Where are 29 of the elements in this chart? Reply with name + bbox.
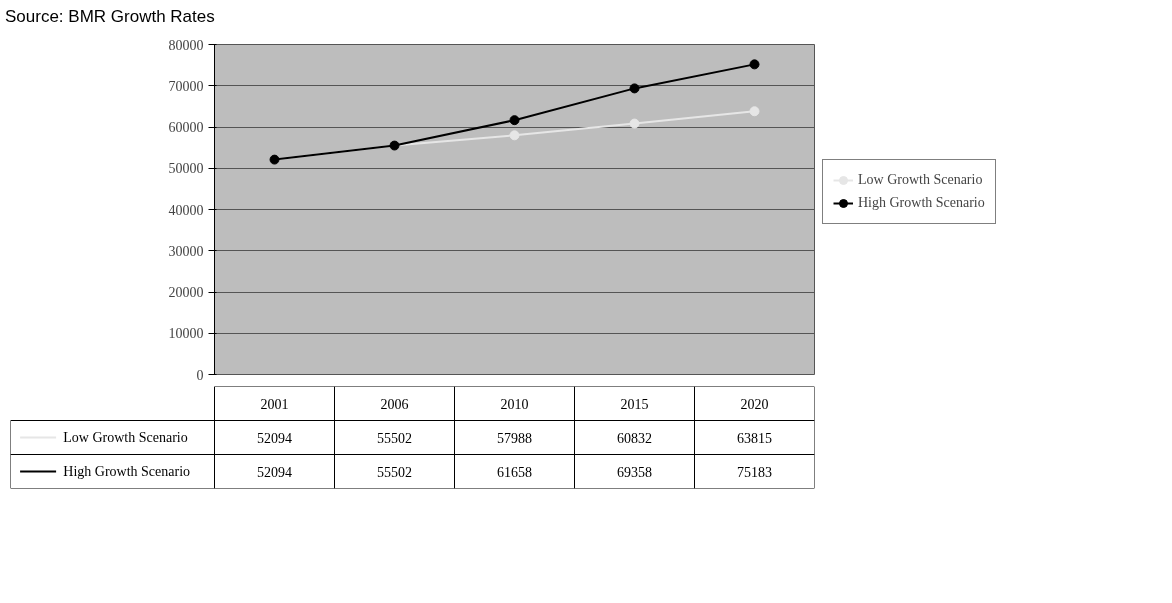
y-tick-label: 20000 — [168, 285, 204, 301]
legend-label: Low Growth Scenario — [858, 172, 983, 189]
source-note: Source: BMR Growth Rates — [5, 6, 215, 28]
y-tick-label: 40000 — [168, 202, 204, 218]
x-tick-label: 2001 — [260, 396, 289, 412]
data-label: 61658 — [497, 464, 532, 480]
text: Low Growth Scenario — [63, 430, 188, 446]
x-tick-label: 2006 — [380, 396, 409, 412]
legend-label: High Growth Scenario — [858, 195, 985, 212]
data-label: 57988 — [497, 430, 532, 446]
y-tick-label: 10000 — [168, 326, 204, 342]
y-tick-label: 60000 — [168, 120, 204, 136]
y-tick-label: 50000 — [168, 161, 204, 177]
data-label: 55502 — [377, 464, 412, 480]
y-tick-label: 30000 — [168, 244, 204, 260]
data-label: 52094 — [257, 430, 292, 446]
data-label: 75183 — [737, 464, 772, 480]
data-label: 52094 — [257, 464, 292, 480]
y-tick-label: 70000 — [168, 79, 204, 95]
data-label: 55502 — [377, 430, 412, 446]
y-tick-label: 0 — [196, 367, 204, 383]
x-tick-label: 2020 — [740, 396, 769, 412]
text: High Growth Scenario — [63, 464, 191, 480]
x-tick-label: 2015 — [620, 396, 649, 412]
x-tick-label: 2010 — [500, 396, 529, 412]
data-label: 60832 — [617, 430, 652, 446]
data-label: 63815 — [737, 430, 772, 446]
data-label: 69358 — [617, 464, 652, 480]
y-tick-label: 80000 — [168, 37, 204, 53]
